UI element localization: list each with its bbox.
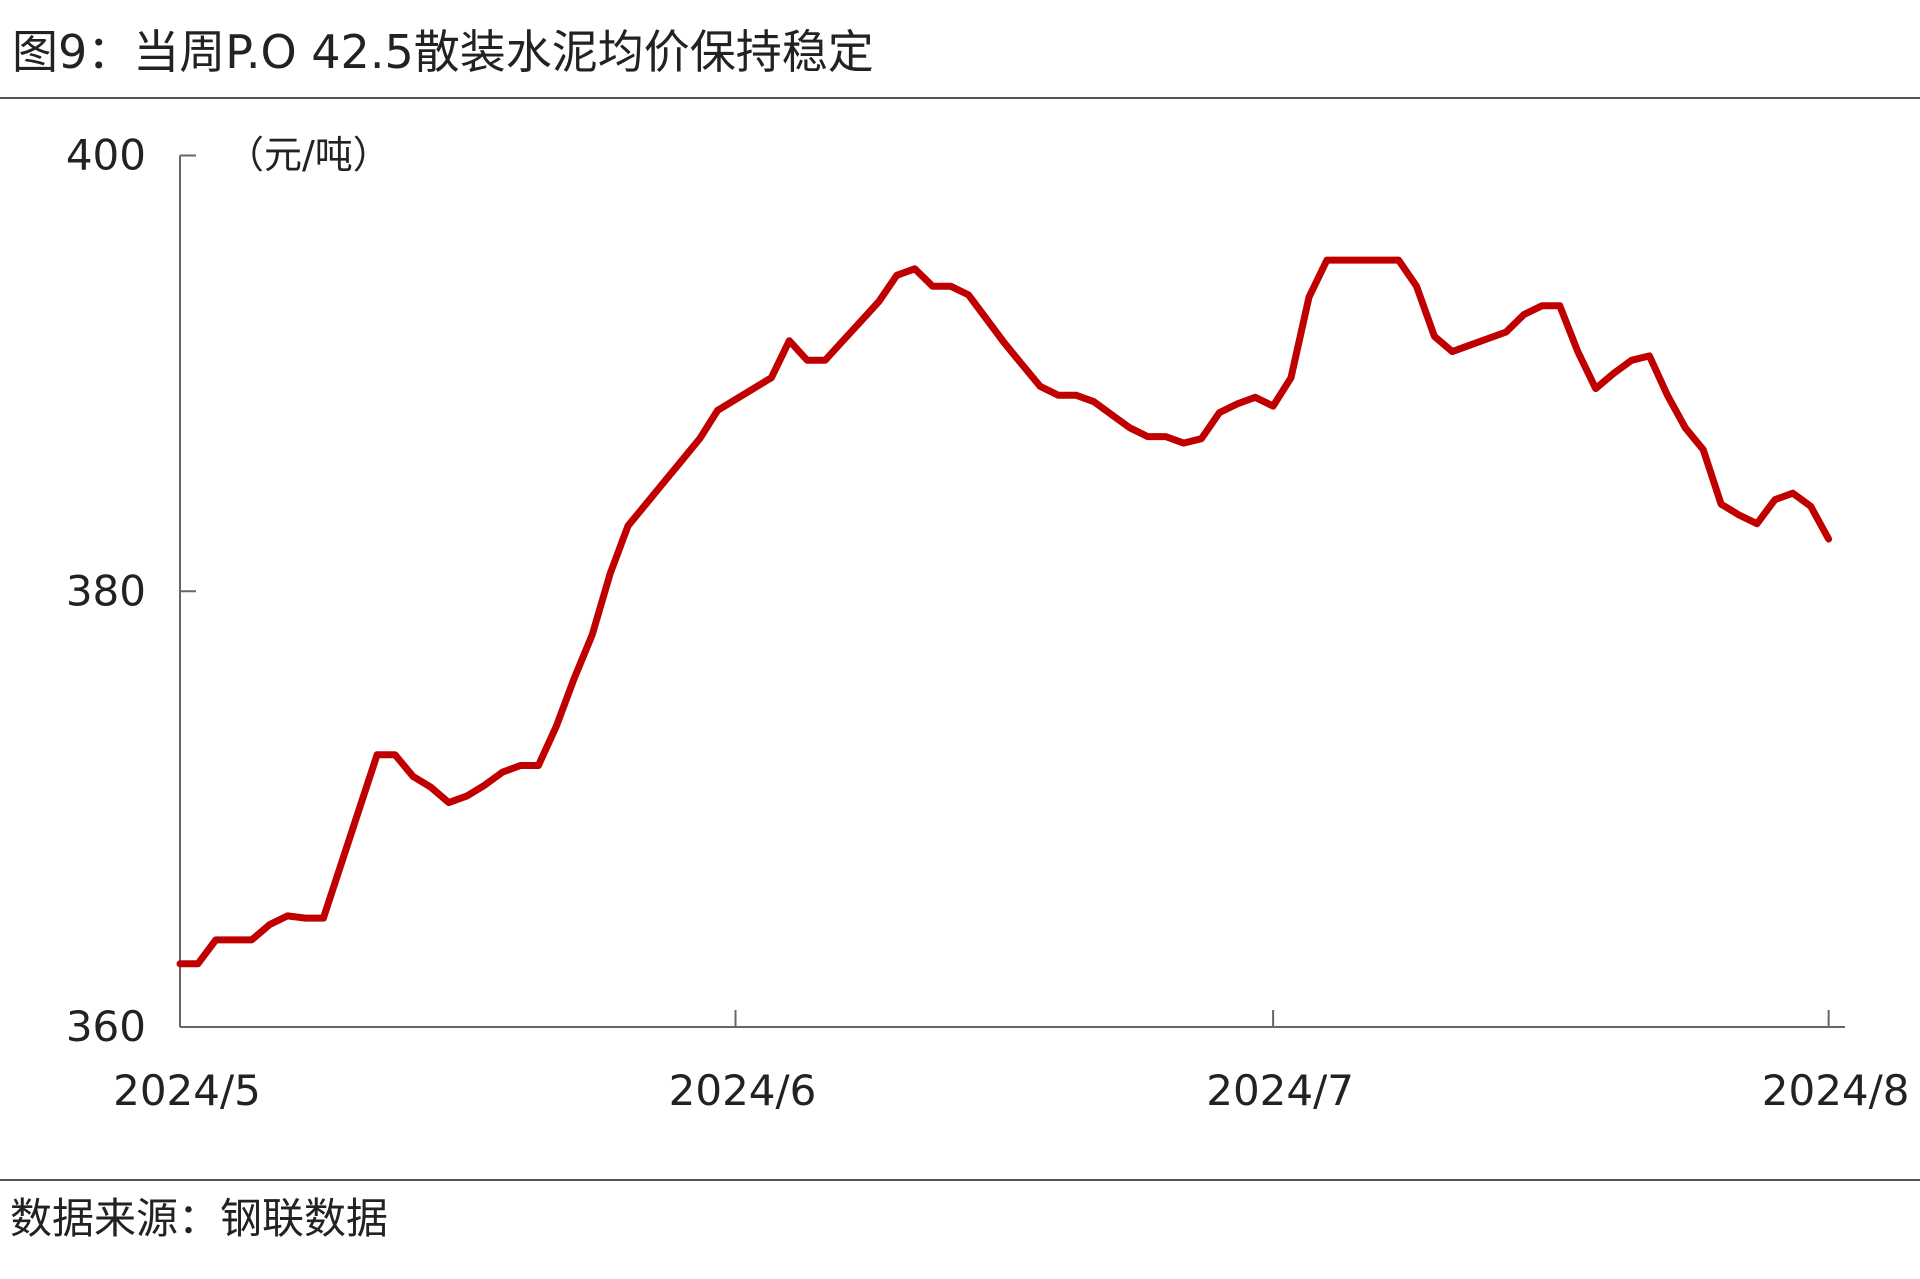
y-tick-label: 360 xyxy=(66,1002,146,1051)
x-tick-label: 2024/7 xyxy=(1206,1066,1354,1115)
y-tick-label: 380 xyxy=(66,566,146,615)
source: 数据来源：钢联数据 xyxy=(10,1194,388,1243)
line-series xyxy=(176,256,1833,968)
x-tick-label: 2024/5 xyxy=(113,1066,261,1115)
x-tick-label: 2024/6 xyxy=(669,1066,817,1115)
y-tick-label: 400 xyxy=(66,131,146,180)
chart-title: 图9：当周P.O 42.5散装水泥均价保持稳定 xyxy=(12,25,874,79)
x-tick-label: 2024/8 xyxy=(1762,1066,1910,1115)
y-unit: （元/吨） xyxy=(226,133,391,177)
